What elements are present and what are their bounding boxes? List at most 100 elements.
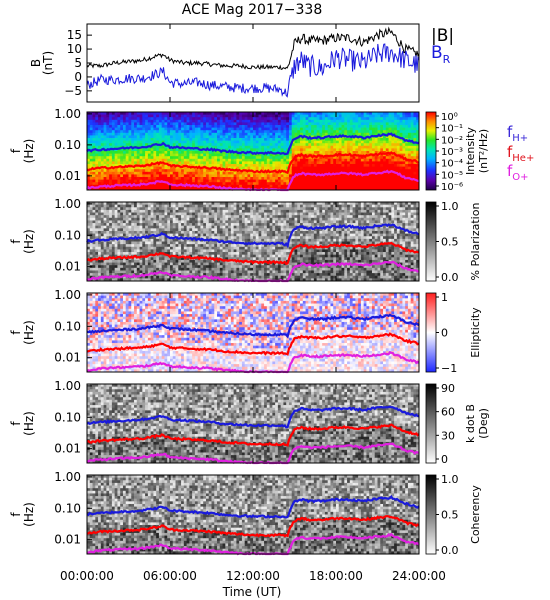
spectrogram-cell — [150, 220, 154, 224]
spectrogram-cell — [100, 217, 104, 221]
spectrogram-cell — [153, 127, 157, 131]
spectrogram-cell — [371, 125, 376, 128]
spectrogram-cell — [197, 171, 201, 175]
spectrogram-cell — [217, 122, 221, 126]
spectrogram-cell — [172, 262, 176, 266]
spectrogram-cell — [214, 171, 218, 175]
spectrogram-cell — [247, 156, 251, 160]
spectrogram-cell — [305, 177, 309, 180]
spectrogram-cell — [407, 130, 412, 134]
spectrogram-cell — [228, 184, 232, 188]
spectrogram-cell — [92, 278, 96, 282]
spectrogram-cell — [352, 187, 356, 191]
spectrogram-cell — [374, 117, 378, 121]
spectrogram-cell — [122, 220, 127, 224]
spectrogram-cell — [164, 275, 168, 279]
spectrogram-cell — [253, 177, 257, 180]
spectrogram-cell — [175, 212, 179, 216]
spectrogram-cell — [407, 125, 412, 128]
spectrogram-cell — [139, 161, 143, 165]
spectrogram-cell — [203, 209, 207, 213]
spectrogram-cell — [244, 153, 248, 157]
spectrogram-cell — [158, 265, 163, 269]
spectrogram-cell — [158, 215, 163, 219]
spectrogram-cell — [308, 164, 312, 167]
spectrogram-cell — [363, 151, 367, 154]
spectrogram-cell — [360, 187, 365, 191]
spectrogram-cell — [194, 140, 199, 144]
spectrogram-cell — [164, 145, 168, 149]
spectrogram-cell — [161, 278, 165, 282]
spectrogram-cell — [164, 249, 168, 253]
spectrogram-cell — [175, 171, 179, 175]
spectrogram-cell — [347, 169, 351, 173]
spectrogram-cell — [197, 228, 201, 232]
spectrogram-cell — [114, 130, 118, 134]
spectrogram-cell — [134, 148, 138, 152]
spectrogram-cell — [239, 122, 243, 126]
spectrogram-cell — [203, 244, 207, 248]
spectrogram-cell — [98, 209, 102, 213]
spectrogram-cell — [269, 122, 273, 126]
spectrogram-cell — [150, 171, 154, 175]
spectrogram-cell — [194, 207, 199, 211]
spectrogram-cell — [327, 138, 331, 141]
spectrogram-cell — [347, 161, 351, 165]
spectrogram-cell — [111, 244, 116, 248]
spectrogram-cell — [181, 238, 185, 242]
spectrogram-cell — [294, 140, 298, 144]
spectrogram-cell — [247, 143, 251, 147]
spectrogram-cell — [394, 143, 398, 147]
spectrogram-cell — [128, 241, 132, 245]
spectrogram-cell — [122, 130, 127, 134]
spectrogram-cell — [186, 138, 190, 141]
spectrogram-cell — [233, 138, 237, 141]
spectrogram-cell — [139, 132, 143, 136]
spectrogram-cell — [205, 230, 210, 234]
spectrogram-cell — [313, 174, 318, 178]
spectrogram-cell — [410, 184, 414, 188]
spectrogram-cell — [233, 140, 237, 144]
spectrogram-cell — [100, 151, 104, 154]
spectrogram-cell — [106, 252, 110, 256]
spectrogram-cell — [225, 127, 229, 131]
spectrogram-cell — [374, 156, 378, 160]
spectrogram-cell — [131, 117, 135, 121]
spectrogram-cell — [272, 166, 276, 170]
spectrogram-cell — [189, 204, 193, 208]
spectrogram-cell — [347, 174, 351, 178]
spectrogram-cell — [294, 184, 298, 188]
spectrogram-cell — [250, 166, 254, 170]
spectrogram-cell — [277, 158, 282, 162]
spectrogram-cell — [219, 135, 223, 139]
spectrogram-cell — [399, 148, 403, 152]
spectrogram-cell — [288, 130, 293, 134]
spectrogram-cell — [322, 171, 326, 175]
spectrogram-cell — [95, 244, 99, 248]
spectrogram-cell — [236, 171, 240, 175]
spectrogram-cell — [341, 119, 345, 123]
spectrogram-cell — [156, 254, 160, 258]
spectrogram-cell — [413, 151, 417, 154]
spectrogram-cell — [92, 270, 96, 274]
spectrogram-cell — [280, 127, 284, 131]
spectrogram-cell — [164, 267, 168, 271]
spectrogram-cell — [125, 238, 129, 242]
spectrogram-cell — [109, 122, 113, 126]
spectrogram-cell — [322, 169, 326, 173]
spectrogram-cell — [203, 114, 207, 118]
spectrogram-cell — [175, 182, 179, 186]
spectrogram-cell — [228, 143, 232, 147]
spectrogram-cell — [349, 169, 353, 173]
spectrogram-cell — [192, 164, 196, 167]
spectrogram-cell — [286, 114, 290, 118]
spectrogram-cell — [145, 177, 149, 180]
spectrogram-cell — [106, 132, 110, 136]
spectrogram-cell — [172, 112, 176, 115]
spectrogram-cell — [297, 122, 301, 126]
spectrogram-cell — [205, 138, 210, 141]
spectrogram-cell — [288, 117, 293, 121]
spectrogram-cell — [103, 241, 107, 245]
spectrogram-cell — [192, 151, 196, 154]
spectrogram-cell — [407, 145, 412, 149]
